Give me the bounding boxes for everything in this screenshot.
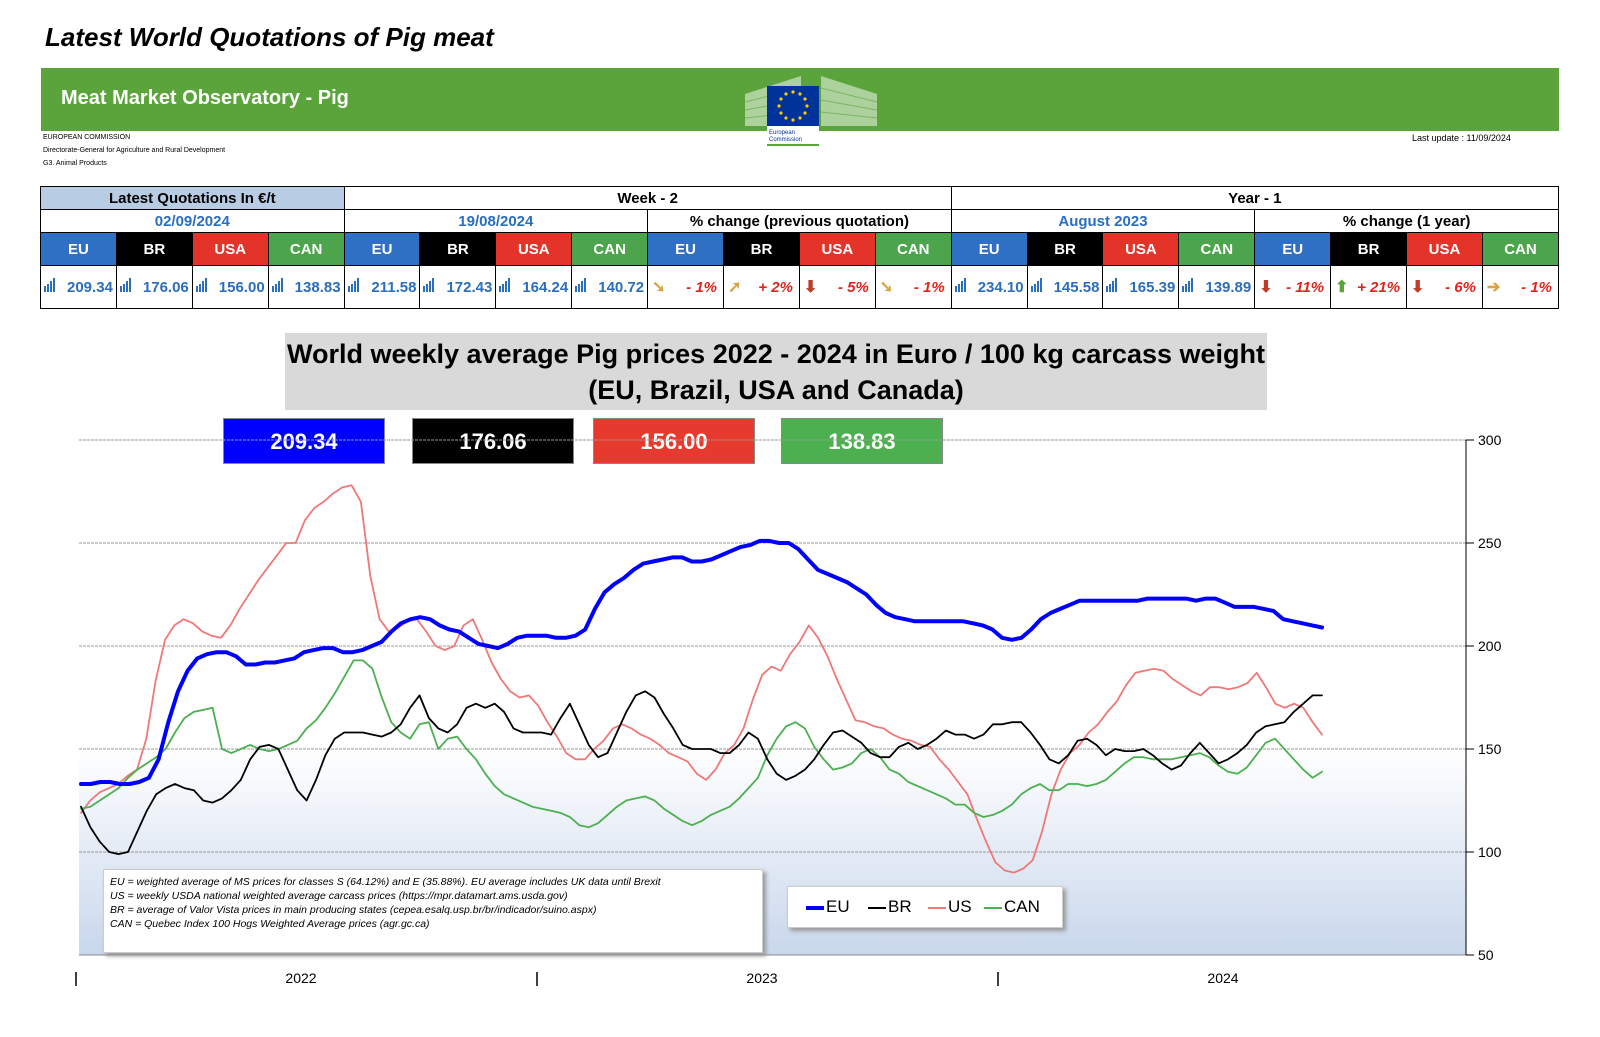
trend-arrow-icon: ⬆ <box>1335 279 1349 296</box>
value-year_values-usa: 165.39 <box>1102 265 1180 309</box>
region-header-usa: USA <box>495 232 573 266</box>
latest-header: Latest Quotations In €/t <box>40 186 345 210</box>
series-line-eu <box>79 538 1324 786</box>
chart-title: World weekly average Pig prices 2022 - 2… <box>285 333 1267 410</box>
bar-chart-icon <box>195 278 207 292</box>
page-title: Latest World Quotations of Pig meat <box>45 22 494 52</box>
y-tick-label: 250 <box>1478 535 1502 551</box>
value-year_values-eu: 234.10 <box>950 265 1028 309</box>
svg-text:European: European <box>769 130 795 136</box>
bar-chart-icon <box>1106 278 1118 292</box>
region-header-usa: USA <box>191 232 269 266</box>
change-year_changes-eu: ⬇ - 11% <box>1254 265 1332 309</box>
change-year_changes-usa: ⬇ - 6% <box>1406 265 1483 309</box>
trend-arrow-icon: ⬇ <box>1411 279 1425 296</box>
region-header-br: BR <box>419 232 497 266</box>
y-tick-label: 150 <box>1478 741 1502 757</box>
european-commission-logo: European Commission <box>744 76 878 146</box>
x-tick-label-2022: 2022 <box>285 970 316 986</box>
series-line-us <box>80 484 1323 874</box>
week-date: 19/08/2024 <box>343 209 649 233</box>
trend-arrow-icon: ⬇ <box>803 279 818 296</box>
bar-chart-icon <box>44 278 55 292</box>
change-week_changes-br: ➚ + 2% <box>723 265 800 309</box>
value-week_values-usa: 164.24 <box>495 265 573 309</box>
value-week_values-br: 172.43 <box>419 265 497 309</box>
last-update: Last update : 11/09/2024 <box>1412 133 1511 143</box>
region-header-usa: USA <box>798 232 876 266</box>
change-year_changes-can: ➔ - 1% <box>1481 265 1560 309</box>
value-latest_values-eu: 209.34 <box>40 265 117 309</box>
value-row: 209.34 176.06 156.00 138.83 211.58 172.43 164.… <box>40 265 1560 309</box>
trend-arrow-icon: ➔ <box>1486 279 1501 296</box>
bar-chart-icon <box>954 278 966 292</box>
region-header-can: CAN <box>1178 232 1256 266</box>
legend-item-br: BR <box>868 897 912 917</box>
y-tick-label: 100 <box>1478 844 1502 860</box>
region-header-eu: EU <box>647 232 725 266</box>
trend-arrow-icon: ➚ <box>728 279 742 296</box>
year-header: Year - 1 <box>950 186 1560 210</box>
y-tick-label: 300 <box>1478 432 1502 448</box>
org-unit: G3. Animal Products <box>43 160 107 167</box>
series-line-can <box>80 659 1323 829</box>
org-name: EUROPEAN COMMISSION <box>43 134 131 141</box>
series-line-br <box>80 690 1323 855</box>
bar-chart-icon <box>423 278 435 292</box>
y-tick-label: 50 <box>1478 947 1494 963</box>
note-br: BR = average of Valor Vista prices in ma… <box>110 904 597 916</box>
svg-text:Commission: Commission <box>769 137 802 143</box>
year-change-header: % change (1 year) <box>1254 209 1559 233</box>
region-header-usa: USA <box>1102 232 1180 266</box>
bar-chart-icon <box>119 278 131 292</box>
bar-chart-icon <box>271 278 283 292</box>
legend-item-eu: EU <box>806 897 850 917</box>
notes-box: EU = weighted average of MS prices for c… <box>103 869 763 953</box>
bar-chart-icon <box>499 278 511 292</box>
trend-arrow-icon: ➘ <box>879 279 894 296</box>
x-tick-label-2024: 2024 <box>1207 970 1238 986</box>
badge-can: 138.83 <box>781 418 943 464</box>
value-latest_values-usa: 156.00 <box>191 265 269 309</box>
bar-chart-icon <box>1030 278 1042 292</box>
value-year_values-can: 139.89 <box>1178 265 1256 309</box>
value-week_values-eu: 211.58 <box>343 265 421 309</box>
header-banner: Meat Market Observatory - Pig European C… <box>41 68 1559 146</box>
chart-title-line-2: (EU, Brazil, USA and Canada) <box>588 375 964 405</box>
legend-item-can: CAN <box>984 897 1040 917</box>
bar-chart-icon <box>1182 278 1194 292</box>
change-week_changes-usa: ⬇ - 5% <box>798 265 876 309</box>
quotations-table: Latest Quotations In €/t Week - 2 Year -… <box>40 186 1560 309</box>
badge-br: 176.06 <box>412 418 574 464</box>
note-eu: EU = weighted average of MS prices for c… <box>110 876 661 888</box>
org-dg: Directorate-General for Agriculture and … <box>43 147 226 154</box>
region-header-usa: USA <box>1406 232 1483 266</box>
legend-item-us: US <box>928 897 972 917</box>
chart-title-line-1: World weekly average Pig prices 2022 - 2… <box>287 339 1265 369</box>
value-latest_values-can: 138.83 <box>267 265 345 309</box>
region-header-br: BR <box>115 232 193 266</box>
trend-arrow-icon: ⬇ <box>1259 279 1273 296</box>
banner-title: Meat Market Observatory - Pig <box>61 87 349 109</box>
region-header-can: CAN <box>571 232 649 266</box>
bar-chart-icon <box>347 278 359 292</box>
value-year_values-br: 145.58 <box>1026 265 1104 309</box>
change-week_changes-eu: ➘ - 1% <box>647 265 725 309</box>
x-tick-label-2023: 2023 <box>746 970 777 986</box>
value-week_values-can: 140.72 <box>571 265 649 309</box>
change-week_changes-can: ➘ - 1% <box>874 265 952 309</box>
region-header-can: CAN <box>1481 232 1560 266</box>
chart-legend: EU BR US CAN <box>787 886 1063 928</box>
badge-eu: 209.34 <box>223 418 385 464</box>
trend-arrow-icon: ➘ <box>652 279 666 296</box>
note-can: CAN = Quebec Index 100 Hogs Weighted Ave… <box>110 918 430 930</box>
badge-usa: 156.00 <box>593 418 755 464</box>
week-change-header: % change (previous quotation) <box>647 209 952 233</box>
change-year_changes-br: ⬆ + 21% <box>1330 265 1408 309</box>
note-us: US = weekly USDA national weighted avera… <box>110 890 568 902</box>
region-header-eu: EU <box>40 232 117 266</box>
y-tick-label: 200 <box>1478 638 1502 654</box>
bar-chart-icon <box>575 278 587 292</box>
